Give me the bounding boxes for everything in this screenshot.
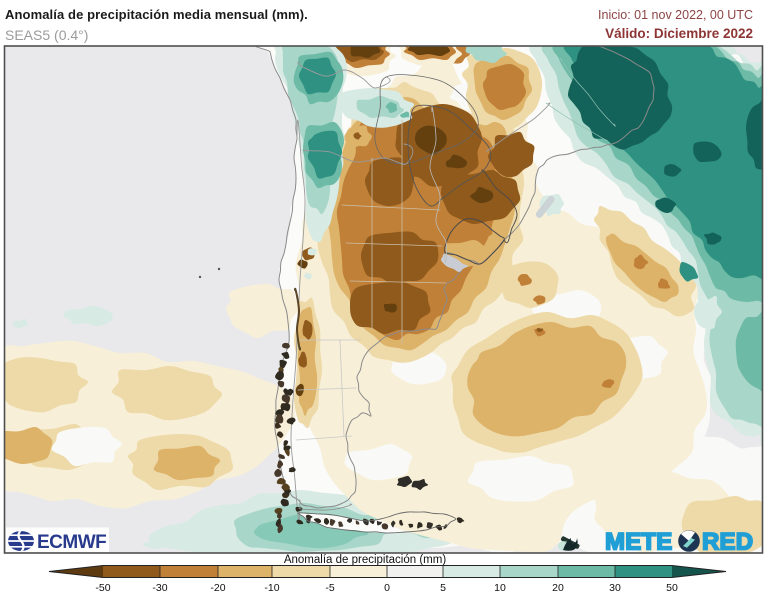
svg-text:-5: -5 (325, 582, 334, 594)
svg-text:ECMWF: ECMWF (37, 532, 106, 553)
svg-text:-10: -10 (264, 582, 279, 594)
svg-text:5: 5 (440, 582, 446, 594)
svg-text:Anomalía de precipitación (mm): Anomalía de precipitación (mm) (284, 554, 447, 566)
svg-text:-20: -20 (210, 582, 225, 594)
svg-text:Inicio: 01 nov 2022, 00 UTC: Inicio: 01 nov 2022, 00 UTC (598, 8, 753, 22)
svg-text:30: 30 (609, 582, 621, 594)
svg-text:Anomalía de precipitación medi: Anomalía de precipitación media mensual … (5, 7, 308, 22)
svg-text:METE: METE (605, 529, 672, 556)
svg-text:Válido: Diciembre 2022: Válido: Diciembre 2022 (605, 26, 753, 41)
svg-text:-30: -30 (152, 582, 167, 594)
svg-text:20: 20 (552, 582, 564, 594)
svg-text:RED: RED (702, 529, 753, 556)
svg-text:0: 0 (384, 582, 390, 594)
svg-text:10: 10 (494, 582, 506, 594)
svg-text:50: 50 (666, 582, 678, 594)
svg-text:-50: -50 (95, 582, 110, 594)
svg-text:SEAS5 (0.4°): SEAS5 (0.4°) (5, 27, 88, 43)
